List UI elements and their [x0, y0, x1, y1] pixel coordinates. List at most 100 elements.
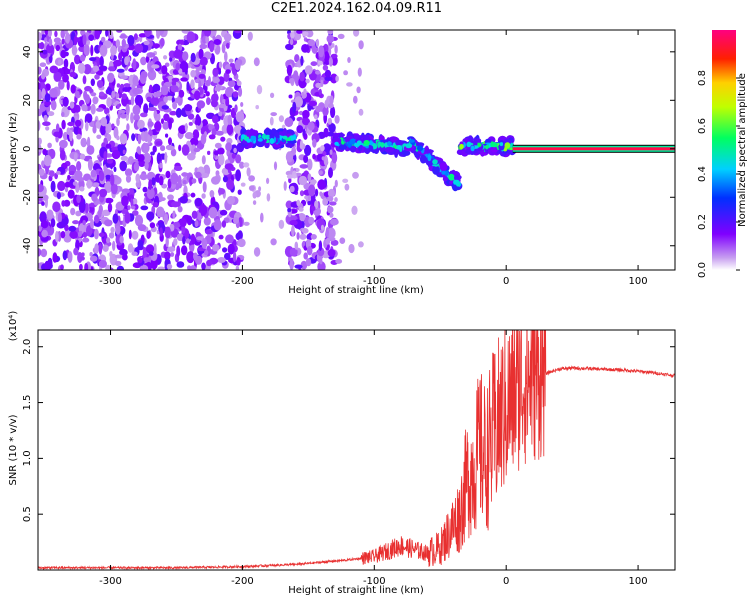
spectrogram-blob: [88, 34, 95, 41]
spectrogram-blob: [153, 109, 158, 119]
spectrogram-blob: [318, 170, 323, 175]
spectrogram-blob: [186, 81, 190, 91]
spectrogram-blob: [234, 104, 238, 113]
spectrogram-blob: [123, 83, 131, 88]
spectrogram-blob: [99, 44, 108, 57]
spectrogram-blob: [256, 84, 263, 95]
spectrogram-blob: [292, 101, 297, 113]
spectrogram-blob: [149, 222, 156, 229]
spectrogram-blob: [307, 201, 312, 206]
spectrogram-blob: [114, 260, 122, 267]
spectrogram-blob: [245, 129, 252, 137]
spectrogram-blob: [101, 36, 106, 43]
spectrogram-blob: [408, 139, 415, 143]
spectrogram-blob: [225, 86, 234, 98]
snr-y-label: SNR (10 * v/v): [8, 414, 19, 485]
spectrogram-marks: [38, 30, 675, 270]
spectrogram-blob: [56, 192, 62, 200]
spectrogram-blob: [38, 137, 42, 145]
spectrogram-blob: [291, 146, 297, 156]
spectrogram-blob: [121, 93, 128, 100]
spectrogram-blob: [178, 144, 182, 152]
spectrogram-blob: [233, 30, 243, 34]
spectrogram-blob: [150, 257, 158, 270]
spectrogram-blob: [234, 59, 241, 71]
spectrogram-blob: [119, 34, 128, 39]
y-tick-label: 40: [22, 45, 33, 58]
spectrogram-blob: [193, 90, 201, 101]
spectrogram-blob: [260, 212, 264, 223]
spectrogram-blob: [172, 101, 178, 110]
spectrogram-blob: [132, 104, 141, 116]
spectrogram-blob: [288, 177, 292, 184]
spectrogram-blob: [187, 153, 196, 161]
spectrogram-blob: [380, 142, 385, 148]
spectrogram-blob: [302, 31, 309, 37]
spectrogram-blob: [191, 178, 197, 184]
spectrogram-blob: [163, 96, 168, 104]
spectrogram-blob: [151, 64, 160, 69]
spectrogram-blob: [143, 257, 151, 263]
snr-marks: [38, 330, 675, 570]
spectrogram-blob: [44, 260, 50, 270]
spectrogram-blob: [134, 43, 144, 54]
spectrogram-blob: [143, 103, 149, 115]
spectrogram-blob: [224, 51, 228, 62]
spectrogram-blob: [104, 181, 113, 193]
spectrogram-blob: [142, 246, 147, 259]
spectrogram-blob: [466, 141, 472, 148]
spectrogram-blob: [177, 206, 183, 213]
spectrogram-blob: [185, 238, 191, 244]
spectrogram-blob: [334, 44, 338, 55]
spectrogram-blob: [491, 142, 498, 148]
spectrogram-blob: [252, 191, 257, 199]
spectrogram-blob: [153, 92, 162, 97]
spectrogram-blob: [466, 148, 472, 155]
spectrogram-blob: [146, 96, 152, 102]
spectrogram-blob: [311, 205, 316, 211]
spectrogram-blob: [353, 95, 358, 104]
spectrogram-blob: [217, 147, 225, 155]
y-tick-label: 20: [22, 94, 33, 107]
spectrogram-blob: [166, 145, 175, 151]
spectrogram-blob: [307, 39, 316, 47]
spectrogram-blob: [99, 91, 105, 97]
spectrogram-blob: [191, 210, 198, 219]
y-tick-label: 1.5: [22, 395, 33, 411]
spectrogram-blob: [113, 59, 122, 67]
snr-multiplier: (x10⁴): [8, 311, 19, 342]
spectrogram-blob: [248, 185, 255, 191]
spectrogram-blob: [312, 153, 316, 160]
spectrogram-blob: [105, 30, 109, 37]
spectrogram-blob: [148, 179, 153, 191]
spectrogram-blob: [358, 108, 364, 116]
spectrogram-blob: [49, 65, 59, 74]
spectrogram-blob: [305, 30, 314, 38]
spectrogram-blob: [204, 30, 212, 37]
spectrogram-blob: [329, 149, 333, 155]
spectrogram-blob: [74, 170, 83, 180]
spectrogram-blob: [84, 94, 91, 105]
spectrogram-blob: [168, 137, 172, 146]
snr-background: [38, 330, 675, 570]
y-tick-label: -40: [22, 238, 33, 254]
spectrogram-blob: [499, 142, 504, 147]
spectrogram-y-label: Frequency (Hz): [8, 112, 19, 188]
spectrogram-blob: [212, 77, 220, 84]
spectrogram-blob: [172, 221, 181, 228]
spectrogram-blob: [343, 70, 348, 76]
spectrogram-blob: [41, 229, 48, 238]
snr-panel: -300 -200 -100 0 100 0.5 1.0 1.5 2.0 Height of …: [8, 311, 676, 596]
spectrogram-blob: [130, 95, 135, 106]
spectrogram-blob: [347, 57, 351, 63]
spectrogram-blob: [233, 217, 239, 224]
spectrogram-blob: [215, 130, 224, 136]
spectrogram-blob: [213, 150, 219, 156]
spectrogram-blob: [90, 92, 97, 97]
spectrogram-blob: [85, 121, 89, 132]
spectrogram-blob: [297, 213, 307, 222]
spectrogram-blob: [70, 84, 76, 94]
spectrogram-blob: [163, 213, 168, 225]
spectrogram-blob: [204, 229, 213, 235]
spectrogram-blob: [213, 219, 222, 231]
